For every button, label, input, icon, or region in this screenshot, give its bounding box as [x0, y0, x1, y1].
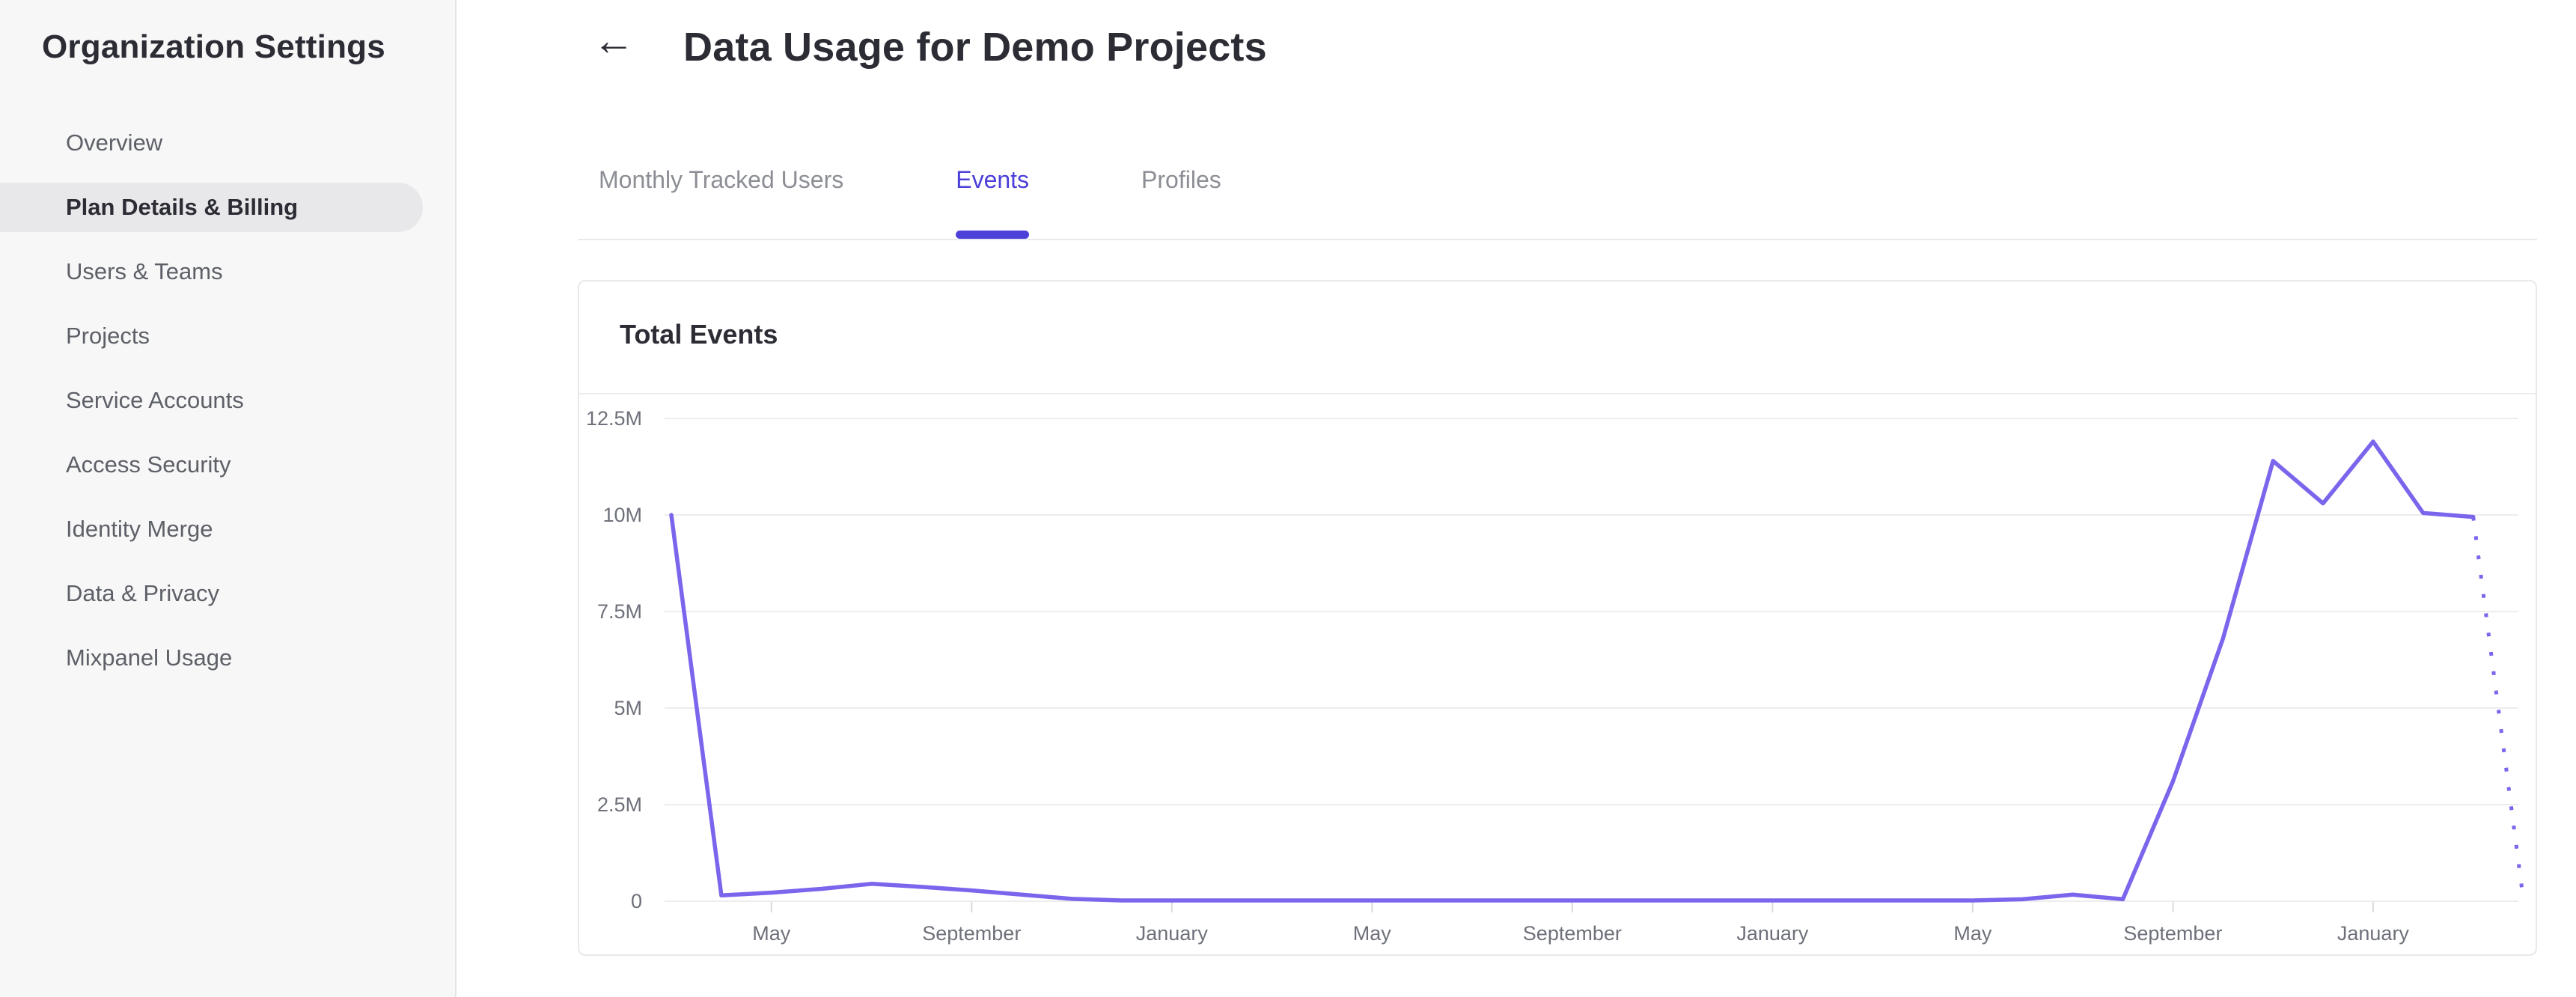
tab-bar: Monthly Tracked Users Events Profiles [599, 166, 1221, 239]
back-arrow-icon[interactable]: ← [593, 16, 635, 64]
tab-profiles[interactable]: Profiles [1141, 166, 1221, 193]
tab-events[interactable]: Events [956, 166, 1029, 239]
chart-y-axis-labels: 12.5M 10M 7.5M 5M 2.5M 0 [586, 407, 642, 912]
sidebar-item-plan-details-billing[interactable]: Plan Details & Billing [0, 183, 423, 232]
page-title: Data Usage for Demo Projects [683, 25, 1267, 70]
card-header-divider [579, 393, 2536, 394]
sidebar-item-mixpanel-usage[interactable]: Mixpanel Usage [66, 644, 233, 671]
card-title: Total Events [620, 319, 778, 350]
y-axis-tick-label: 10M [602, 504, 642, 526]
x-axis-tick-label: September [1523, 922, 1622, 945]
chart-gridlines [665, 418, 2518, 902]
y-axis-tick-label: 12.5M [586, 407, 642, 430]
x-axis-tick-label: January [2337, 922, 2410, 945]
chart-x-axis-ticks [770, 902, 2374, 912]
chart-x-axis-labels: May September January May September January Ma… [752, 922, 2409, 945]
total-events-line [669, 439, 2476, 903]
x-axis-tick-label: January [1136, 922, 1209, 945]
tabs-divider [578, 239, 2537, 240]
sidebar-item-access-security[interactable]: Access Security [66, 451, 231, 478]
sidebar-item-overview[interactable]: Overview [66, 129, 163, 156]
y-axis-tick-label: 0 [631, 890, 642, 912]
y-axis-tick-label: 5M [614, 697, 642, 719]
x-axis-tick-label: September [2123, 922, 2222, 945]
sidebar-title: Organization Settings [42, 28, 385, 65]
sidebar-item-projects[interactable]: Projects [66, 323, 150, 349]
x-axis-tick-label: May [1953, 922, 1992, 945]
total-events-card [578, 280, 2537, 956]
sidebar-item-data-privacy[interactable]: Data & Privacy [66, 580, 220, 606]
x-axis-tick-label: May [752, 922, 791, 945]
y-axis-tick-label: 2.5M [597, 793, 642, 816]
tab-monthly-tracked-users[interactable]: Monthly Tracked Users [599, 166, 844, 193]
sidebar: Organization Settings Overview Plan Detai… [0, 0, 457, 997]
x-axis-tick-label: September [922, 922, 1021, 945]
sidebar-nav: Overview Plan Details & Billing Users & Te… [0, 118, 457, 698]
x-axis-tick-label: May [1353, 922, 1392, 945]
y-axis-tick-label: 7.5M [597, 600, 642, 623]
sidebar-item-users-teams[interactable]: Users & Teams [66, 258, 223, 284]
sidebar-item-identity-merge[interactable]: Identity Merge [66, 516, 213, 542]
sidebar-item-service-accounts[interactable]: Service Accounts [66, 387, 244, 413]
x-axis-tick-label: January [1736, 922, 1809, 945]
